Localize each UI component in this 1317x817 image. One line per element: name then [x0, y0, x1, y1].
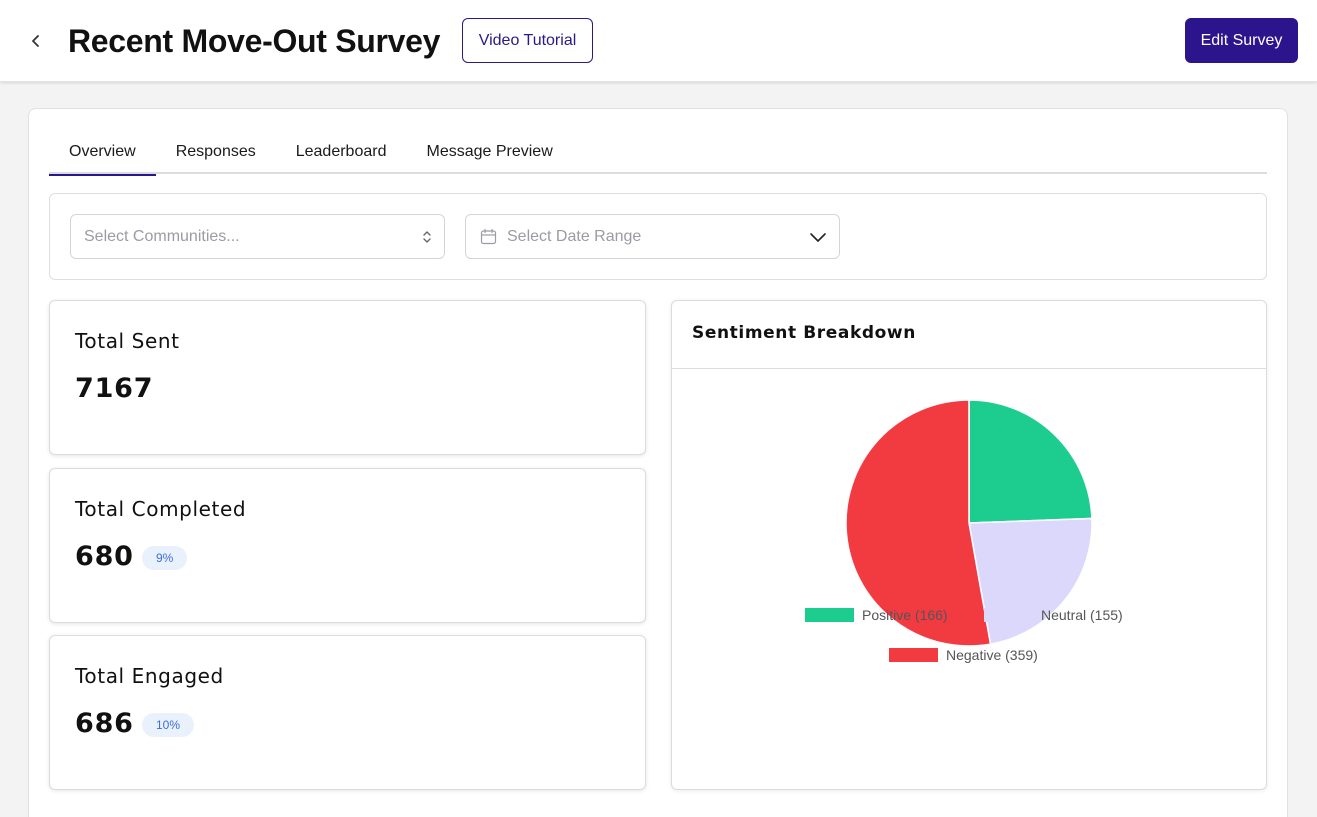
legend-neutral[interactable]: Neutral (155)	[984, 607, 1123, 623]
communities-select[interactable]: Select Communities...	[70, 214, 445, 259]
total-sent-value: 7167	[75, 373, 154, 404]
total-completed-percent-badge: 9%	[142, 546, 188, 570]
communities-select-placeholder: Select Communities...	[84, 227, 240, 245]
edit-survey-button[interactable]: Edit Survey	[1185, 18, 1298, 63]
tab-responses[interactable]: Responses	[175, 143, 256, 160]
legend-positive-swatch	[805, 608, 854, 622]
pie-slice-positive[interactable]	[968, 399, 1093, 524]
pie-slice-negative[interactable]	[845, 399, 992, 647]
total-completed-value: 680	[75, 541, 134, 572]
date-range-placeholder: Select Date Range	[507, 227, 642, 245]
total-completed-card: Total Completed 680 9%	[49, 468, 646, 623]
page-title: Recent Move-Out Survey	[68, 23, 441, 59]
tab-bar: Overview Responses Leaderboard Message P…	[49, 133, 1267, 176]
legend-neutral-label: Neutral (155)	[1041, 607, 1123, 623]
legend-positive-label: Positive (166)	[862, 607, 948, 623]
chevron-left-icon	[32, 35, 39, 47]
legend-negative[interactable]: Negative (359)	[889, 647, 1038, 663]
legend-neutral-swatch	[984, 608, 1033, 622]
total-engaged-percent-badge: 10%	[142, 713, 195, 737]
legend-negative-label: Negative (359)	[946, 647, 1038, 663]
total-engaged-label: Total Engaged	[75, 664, 224, 688]
top-bar: Recent Move-Out Survey Video Tutorial Ed…	[0, 0, 1317, 82]
back-button[interactable]	[24, 29, 48, 53]
calendar-icon	[480, 228, 497, 245]
total-sent-card: Total Sent 7167	[49, 300, 646, 455]
total-engaged-value: 686	[75, 708, 134, 739]
chevron-up-down-icon	[422, 228, 432, 246]
video-tutorial-button[interactable]: Video Tutorial	[462, 18, 593, 63]
tab-message-preview[interactable]: Message Preview	[426, 143, 553, 160]
total-engaged-card: Total Engaged 686 10%	[49, 635, 646, 790]
legend-negative-swatch	[889, 648, 938, 662]
sentiment-pie-chart	[845, 399, 1093, 647]
chevron-down-icon	[809, 229, 827, 245]
tab-overview[interactable]: Overview	[49, 133, 156, 176]
sentiment-title: Sentiment Breakdown	[692, 323, 916, 343]
filter-bar: Select Communities... Select Date Range	[49, 193, 1267, 280]
sentiment-breakdown-card: Sentiment Breakdown Positive (166) Neutr…	[671, 300, 1267, 790]
sentiment-card-header: Sentiment Breakdown	[672, 301, 1266, 369]
main-panel: Overview Responses Leaderboard Message P…	[28, 108, 1288, 817]
tab-leaderboard[interactable]: Leaderboard	[295, 143, 387, 160]
total-completed-label: Total Completed	[75, 497, 247, 521]
legend-positive[interactable]: Positive (166)	[805, 607, 948, 623]
date-range-select[interactable]: Select Date Range	[465, 214, 840, 259]
total-sent-label: Total Sent	[75, 329, 180, 353]
